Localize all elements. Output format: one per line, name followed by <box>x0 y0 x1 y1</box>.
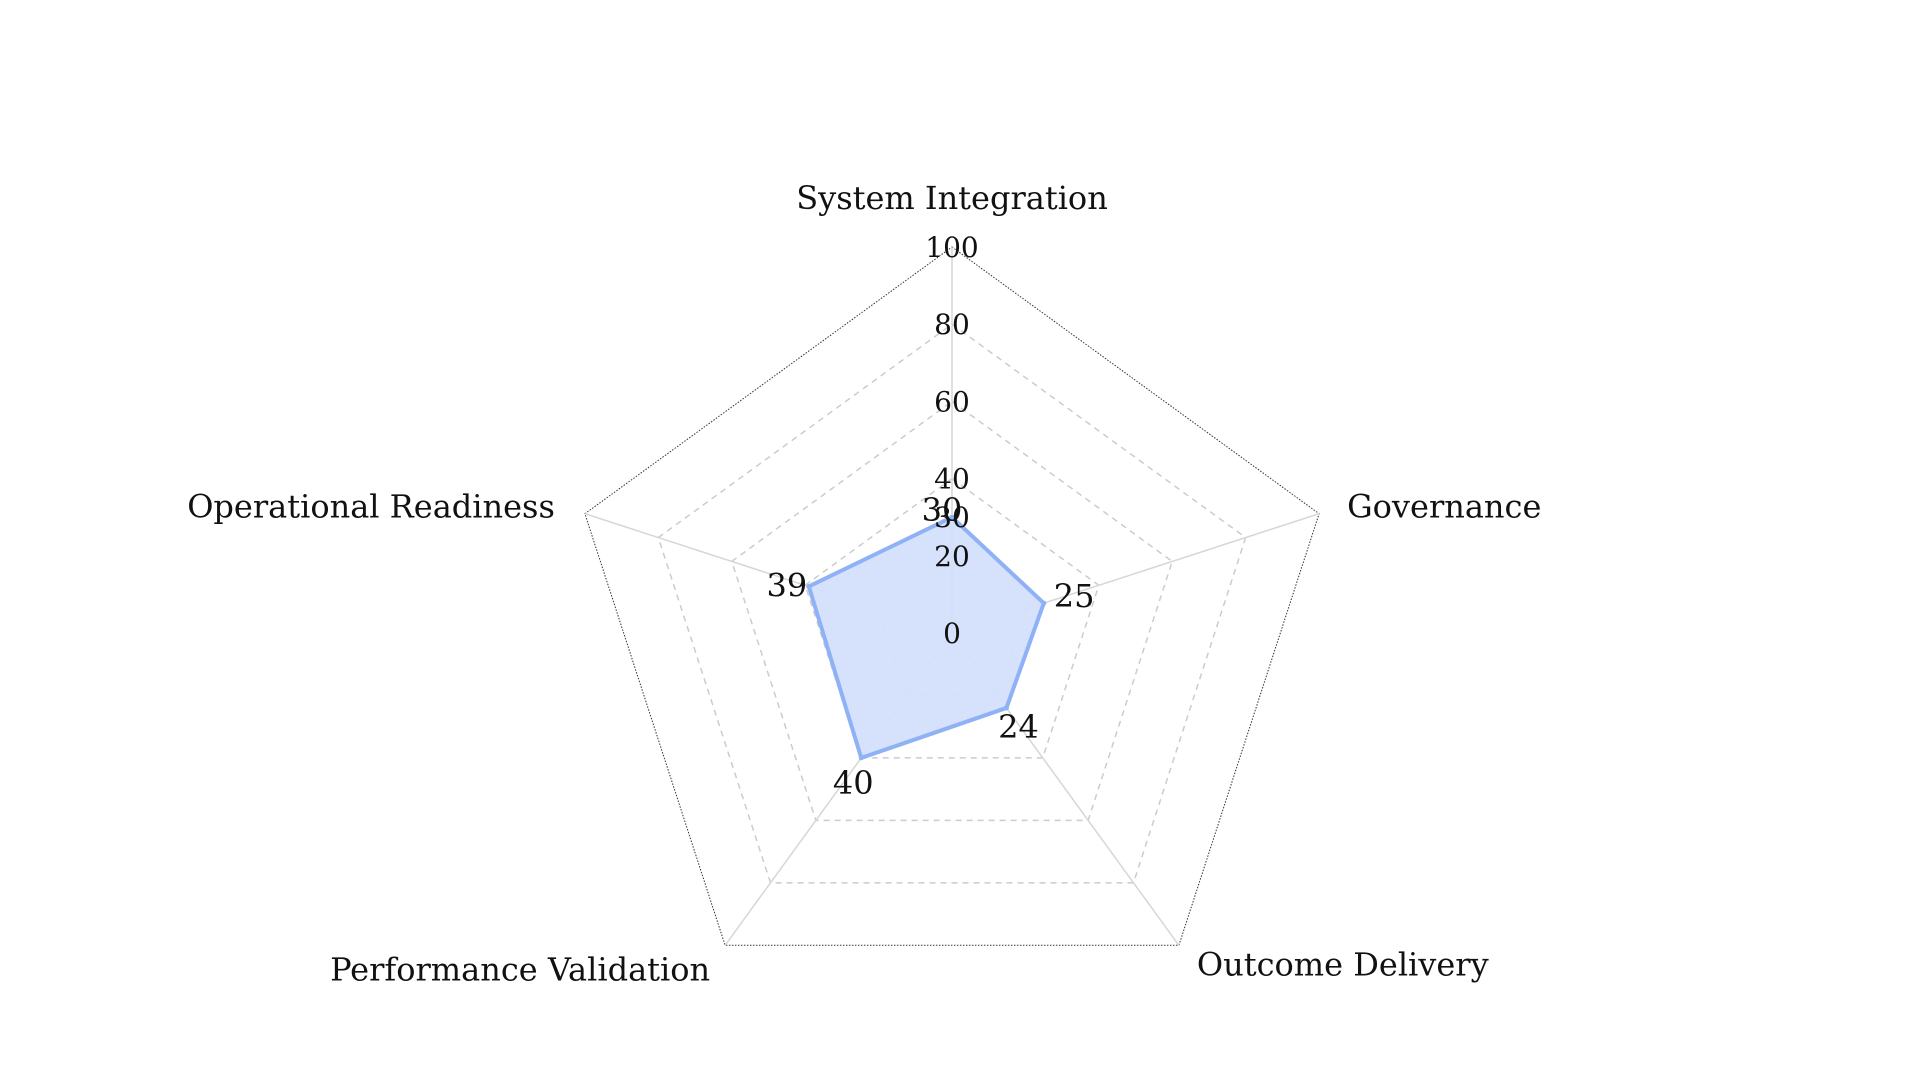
value-label-system-integration: 30 <box>922 491 963 529</box>
value-label-outcome-delivery: 24 <box>998 708 1039 746</box>
axis-label-outcome-delivery: Outcome Delivery <box>1197 945 1489 983</box>
data-point-system-integration <box>949 514 955 520</box>
series-layer <box>806 514 1047 761</box>
data-point-performance-validation <box>858 755 864 761</box>
data-point-governance <box>1041 600 1047 606</box>
data-point-operational-readiness <box>806 583 812 589</box>
data-point-outcome-delivery <box>1003 705 1009 711</box>
axis-label-performance-validation: Performance Validation <box>330 950 710 988</box>
grid-ring-80 <box>657 323 1247 884</box>
tick-label-60: 60 <box>934 385 970 418</box>
axis-label-system-integration: System Integration <box>796 179 1108 217</box>
axis-label-operational-readiness: Operational Readiness <box>187 488 555 526</box>
tick-label-40: 40 <box>934 463 970 496</box>
grid-ring-40 <box>804 477 1100 759</box>
series-area-0 <box>806 515 1046 760</box>
value-label-operational-readiness: 39 <box>766 566 807 604</box>
grid-ring-60 <box>730 400 1174 822</box>
tick-label-20: 20 <box>934 540 970 573</box>
value-label-governance: 25 <box>1054 577 1095 615</box>
axis-label-layer: System Integration Governance Outcome Deli… <box>187 179 1541 988</box>
tick-label-100: 100 <box>925 231 978 264</box>
grid-ring-100 <box>584 246 1320 946</box>
tick-label-80: 80 <box>934 308 970 341</box>
tick-label-30: 30 <box>934 501 970 534</box>
axis-label-governance: Governance <box>1347 488 1541 526</box>
tick-label-0: 0 <box>943 617 961 650</box>
value-label-layer: 30 25 24 40 39 <box>766 491 1094 802</box>
value-label-performance-validation: 40 <box>833 764 874 802</box>
